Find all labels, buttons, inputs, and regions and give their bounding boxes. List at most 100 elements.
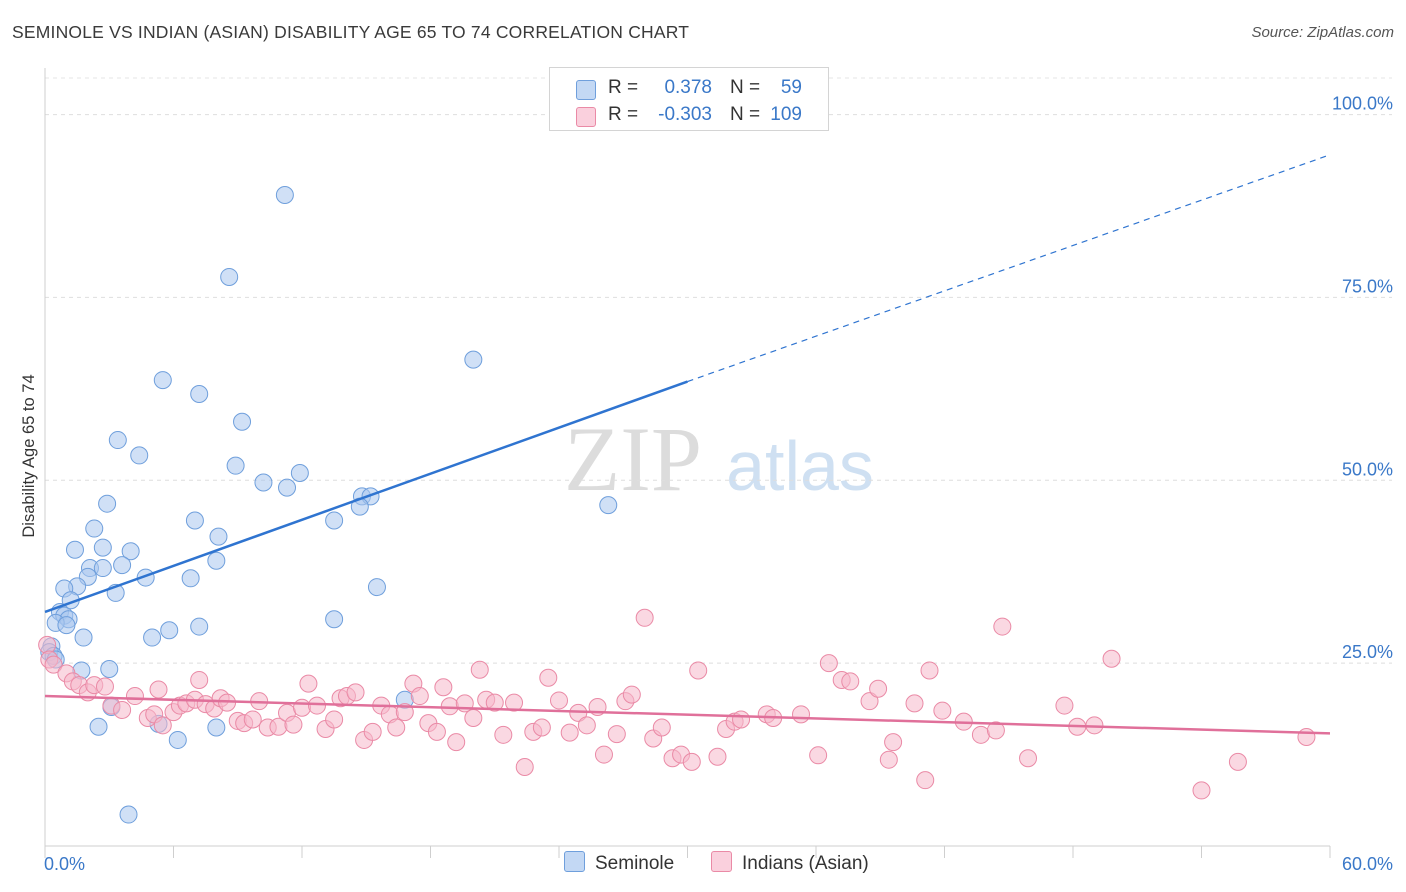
data-point [1055, 696, 1074, 715]
data-point [505, 693, 524, 712]
data-point [879, 750, 898, 769]
y-axis-label: Disability Age 65 to 74 [20, 374, 38, 537]
data-point [113, 556, 132, 575]
legend-r-value: -0.303 [658, 104, 712, 125]
data-point [387, 718, 406, 737]
data-point [464, 350, 483, 369]
data-point [986, 721, 1005, 740]
data-point [916, 771, 935, 790]
series-indians-asian [38, 608, 1316, 800]
data-point [434, 678, 453, 697]
data-point [1228, 752, 1247, 771]
data-point [98, 494, 117, 513]
data-point [143, 628, 162, 647]
data-point [65, 540, 84, 559]
data-point [226, 456, 245, 475]
data-point [93, 559, 112, 578]
data-point [515, 758, 534, 777]
data-point [652, 718, 671, 737]
data-point [635, 608, 654, 627]
legend-r-label: R = [608, 104, 639, 125]
data-point [410, 687, 429, 706]
data-point [363, 722, 382, 741]
bottom-legend-swatch-seminole [564, 851, 585, 872]
data-point [920, 661, 939, 680]
data-point [440, 697, 459, 716]
data-point [119, 805, 138, 824]
data-point [494, 725, 513, 744]
data-point [85, 519, 104, 538]
data-point [275, 186, 294, 205]
data-point [689, 661, 708, 680]
data-point [1297, 728, 1316, 747]
data-point [346, 683, 365, 702]
data-point [884, 733, 903, 752]
y-tick-label: 25.0% [1342, 642, 1393, 662]
data-point [130, 446, 149, 465]
data-point [607, 725, 626, 744]
data-point [293, 698, 311, 717]
data-point [560, 723, 579, 742]
data-point [243, 710, 262, 729]
data-point [100, 659, 119, 678]
data-point [160, 621, 179, 640]
data-point [209, 527, 228, 546]
data-point [470, 660, 489, 679]
data-point [367, 578, 386, 597]
data-point [869, 679, 888, 698]
data-point [860, 692, 879, 711]
data-point [325, 511, 344, 530]
data-point [290, 463, 309, 482]
legend-r-value: 0.378 [664, 77, 712, 98]
legend-swatch-indians-asian [576, 107, 596, 127]
data-point [181, 569, 200, 588]
data-point [299, 674, 318, 693]
data-point [168, 730, 187, 749]
bottom-legend-swatch-indians-asian [711, 851, 732, 872]
data-point [1102, 649, 1121, 668]
legend-n-label: N = [730, 77, 761, 98]
legend-n-label: N = [730, 104, 761, 125]
data-point [149, 680, 168, 699]
bottom-legend-label-seminole: Seminole [595, 853, 675, 874]
y-tick-label: 75.0% [1342, 276, 1393, 296]
data-point [395, 703, 414, 722]
data-point [74, 628, 93, 647]
data-point [577, 716, 596, 735]
data-point [1019, 749, 1038, 768]
data-point [185, 511, 204, 530]
data-point [121, 542, 140, 561]
data-point [464, 709, 483, 727]
data-point [485, 693, 504, 712]
trend-line-seminole-projection [687, 154, 1331, 383]
data-point [550, 691, 568, 710]
data-point [113, 700, 132, 719]
watermark-zip: ZIP [564, 408, 702, 510]
bottom-legend-indians-asian: Indians (Asian) [711, 851, 869, 875]
data-point [427, 722, 446, 741]
y-tick-label: 100.0% [1332, 94, 1393, 114]
data-point [93, 538, 112, 557]
trend-line-indians-asian [44, 694, 1331, 735]
data-point [819, 654, 838, 673]
data-point [682, 752, 701, 771]
data-point [108, 431, 127, 450]
y-tick-label: 50.0% [1342, 459, 1393, 479]
data-point [284, 715, 303, 734]
bottom-legend-label-indians-asian: Indians (Asian) [742, 853, 869, 874]
data-point [599, 496, 618, 515]
data-point [792, 705, 811, 724]
data-point [125, 687, 144, 706]
data-point [44, 655, 63, 674]
data-point [57, 616, 76, 635]
data-point [594, 745, 613, 764]
legend-n-value: 109 [770, 104, 802, 125]
trend-line-seminole [44, 380, 688, 614]
data-point [207, 718, 226, 737]
series-seminole [40, 186, 618, 824]
data-point [1192, 781, 1211, 800]
data-point [841, 672, 860, 691]
x-tick-label: 0.0% [44, 854, 85, 874]
data-point [153, 716, 172, 735]
data-point [325, 610, 344, 629]
